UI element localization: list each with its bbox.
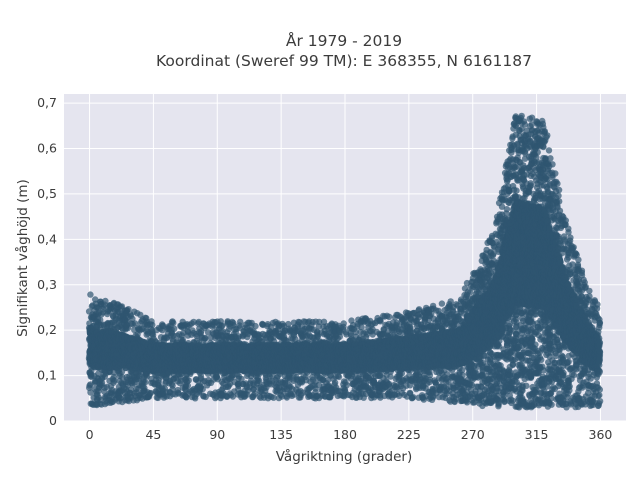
data-point bbox=[252, 322, 259, 330]
data-point bbox=[237, 318, 244, 325]
data-point bbox=[185, 377, 192, 384]
data-point bbox=[87, 389, 94, 396]
data-point bbox=[219, 322, 226, 329]
data-point bbox=[97, 316, 104, 324]
chart-subtitle: Koordinat (Sweref 99 TM): E 368355, N 61… bbox=[156, 52, 532, 70]
data-point bbox=[87, 291, 94, 298]
data-point bbox=[142, 379, 149, 386]
data-point bbox=[340, 323, 347, 331]
data-point bbox=[149, 321, 156, 329]
data-point bbox=[102, 297, 109, 305]
chart-title: År 1979 - 2019 bbox=[286, 31, 402, 50]
data-point bbox=[169, 382, 176, 389]
data-point bbox=[201, 335, 209, 342]
data-point bbox=[170, 319, 177, 327]
data-points bbox=[85, 112, 604, 411]
data-point bbox=[335, 373, 343, 381]
data-point bbox=[343, 382, 350, 389]
data-point bbox=[171, 325, 178, 332]
data-point bbox=[230, 319, 237, 327]
